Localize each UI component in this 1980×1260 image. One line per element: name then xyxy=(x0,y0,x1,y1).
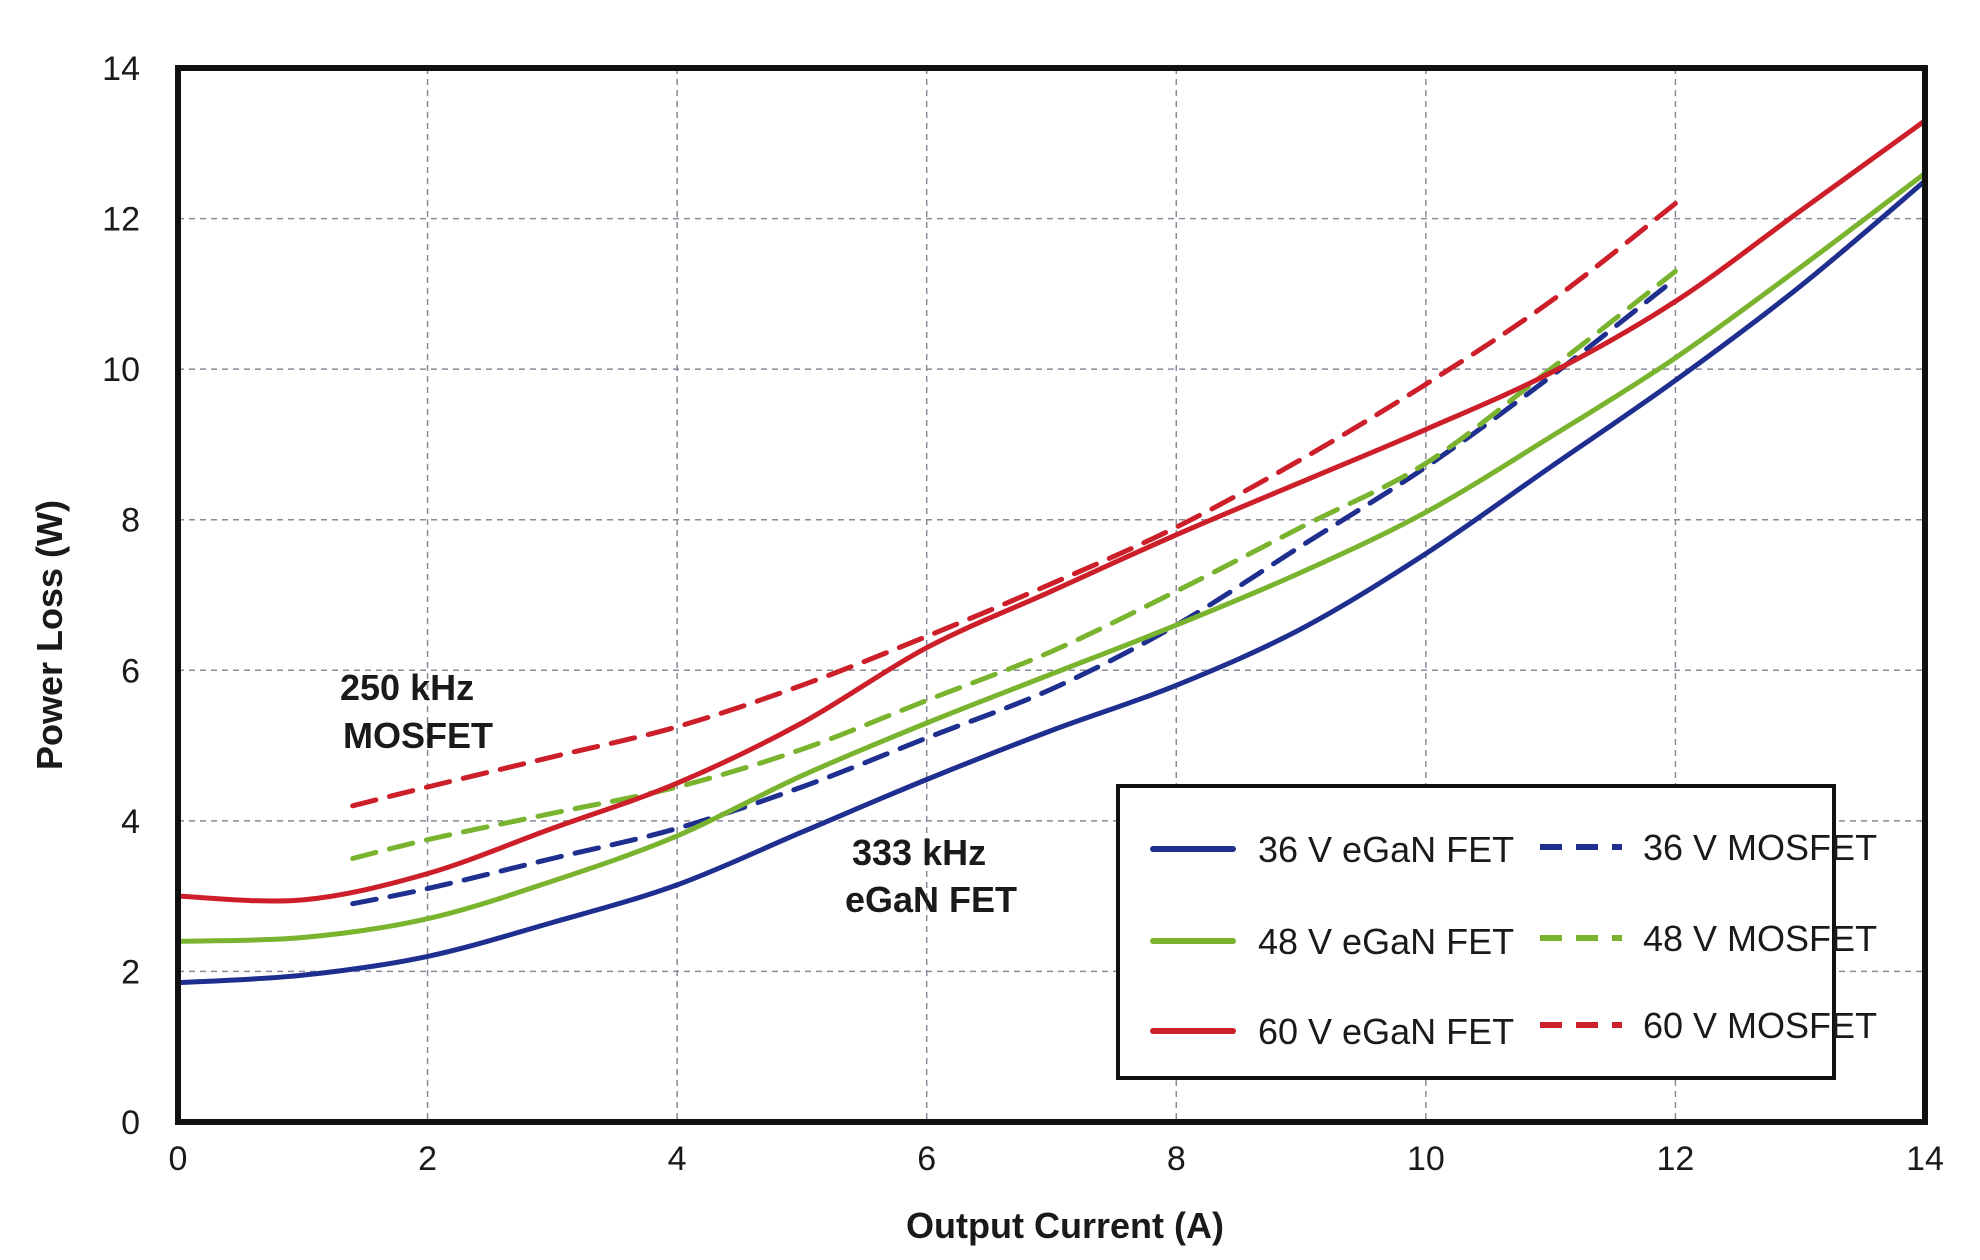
x-tick-label: 14 xyxy=(1906,1140,1944,1178)
tick-labels: 0 2 4 6 8 10 12 14 0 2 4 6 8 10 12 14 xyxy=(102,50,1944,1178)
plot-frame xyxy=(175,65,1928,1125)
annotation-egan-line1: 333 kHz xyxy=(852,832,986,873)
y-tick-label: 4 xyxy=(121,803,140,841)
x-tick-label: 4 xyxy=(668,1140,687,1178)
series-line-48-v-mosfet xyxy=(350,268,1678,861)
x-tick-label: 2 xyxy=(418,1140,437,1178)
legend-box xyxy=(1116,784,1836,1080)
x-tick-label: 12 xyxy=(1657,1140,1695,1178)
annotation-egan-line2: eGaN FET xyxy=(845,879,1017,920)
y-tick-label: 12 xyxy=(102,201,140,239)
y-tick-label: 2 xyxy=(121,953,140,991)
x-axis-title: Output Current (A) xyxy=(906,1205,1224,1246)
series-line-48-v-egan-fet xyxy=(175,170,1928,944)
y-tick-label: 14 xyxy=(102,50,140,88)
x-tick-label: 0 xyxy=(169,1140,188,1178)
y-axis-title: Power Loss (W) xyxy=(29,500,70,770)
series-line-36-v-egan-fet xyxy=(175,178,1928,986)
legend-label-36v-mosfet: 36 V MOSFET xyxy=(1643,827,1877,868)
legend: 36 V eGaN FET 48 V eGaN FET 60 V eGaN FE… xyxy=(1116,784,1877,1080)
x-tick-label: 10 xyxy=(1407,1140,1445,1178)
legend-label-36v-egan: 36 V eGaN FET xyxy=(1258,829,1514,870)
series-line-60-v-mosfet xyxy=(350,201,1678,809)
x-tick-label: 8 xyxy=(1167,1140,1186,1178)
annotation-mosfet-line2: MOSFET xyxy=(343,715,493,756)
y-tick-label: 0 xyxy=(121,1104,140,1142)
series-layer xyxy=(175,118,1928,986)
y-tick-label: 10 xyxy=(102,351,140,389)
x-tick-label: 6 xyxy=(917,1140,936,1178)
legend-label-60v-egan: 60 V eGaN FET xyxy=(1258,1011,1514,1052)
y-tick-label: 8 xyxy=(121,502,140,540)
series-line-36-v-mosfet xyxy=(350,276,1678,907)
y-tick-label: 6 xyxy=(121,652,140,690)
legend-label-48v-mosfet: 48 V MOSFET xyxy=(1643,918,1877,959)
series-line-60-v-egan-fet xyxy=(175,118,1928,904)
legend-label-60v-mosfet: 60 V MOSFET xyxy=(1643,1005,1877,1046)
annotation-mosfet-line1: 250 kHz xyxy=(340,667,474,708)
legend-label-48v-egan: 48 V eGaN FET xyxy=(1258,921,1514,962)
